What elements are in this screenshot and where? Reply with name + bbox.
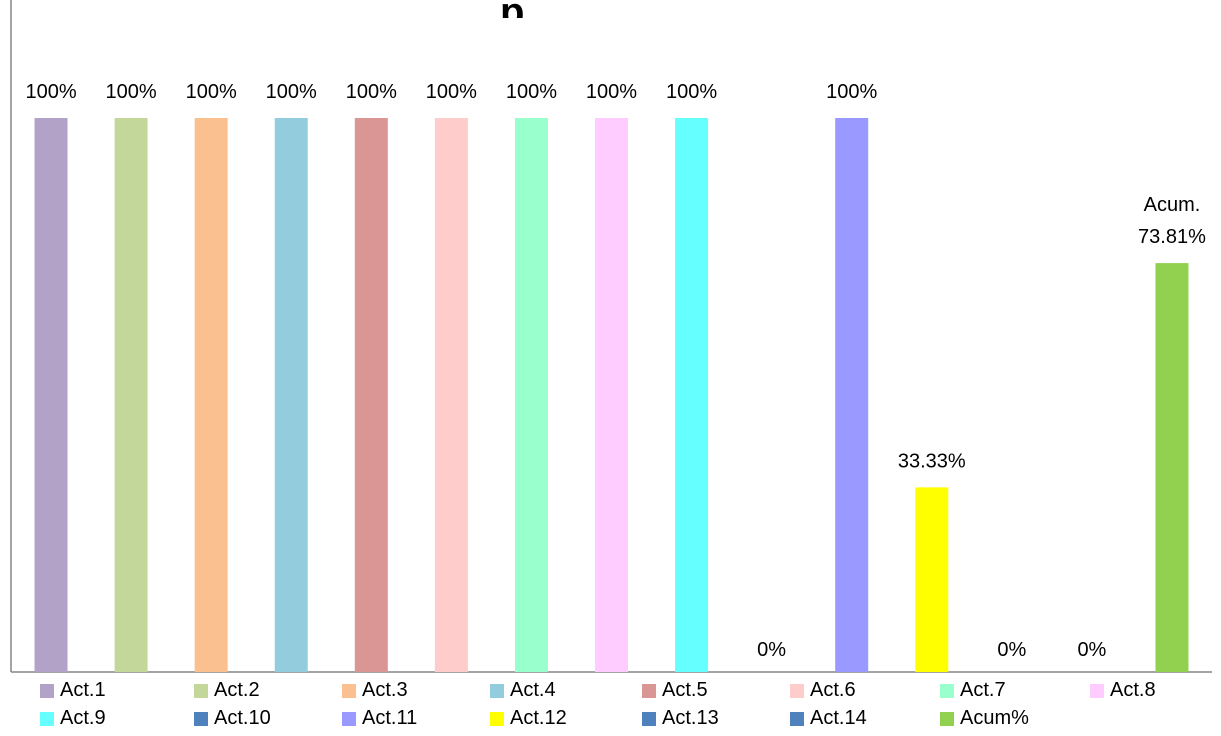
legend-swatch: [940, 683, 954, 698]
legend-label: Act.11: [362, 707, 418, 729]
legend-swatch: [342, 711, 356, 726]
bar-act-12: [915, 487, 949, 672]
legend-item: Acum%: [940, 707, 1029, 730]
bar-act-8: [595, 118, 628, 672]
bar-acum-: [1155, 263, 1189, 672]
legend-swatch: [342, 683, 356, 698]
legend-label: Act.10: [214, 707, 271, 729]
legend-swatch: [490, 711, 504, 726]
legend-item: Act.5: [642, 679, 708, 702]
bar-act-3: [194, 118, 228, 672]
legend-item: Act.4: [490, 679, 556, 702]
data-label-act-13: 0%: [997, 639, 1026, 661]
legend-item: Act.3: [342, 679, 408, 702]
legend-label: Act.3: [362, 679, 408, 701]
data-labels-group: 100% 100% 100% 100% 100% 100% 100% 100% 100% 0% 10…: [25, 81, 1206, 661]
bar-act-5: [354, 118, 388, 672]
legend-swatch: [642, 683, 656, 698]
bar-act-9: [675, 118, 709, 672]
legend-swatch: [790, 711, 804, 726]
bar-act-2: [114, 118, 148, 672]
data-label-act-1: 100%: [25, 81, 76, 103]
legend-item: Act.11: [342, 707, 417, 730]
legend-swatch: [40, 711, 54, 726]
bar-act-4: [274, 118, 308, 672]
legend-swatch: [194, 683, 208, 698]
data-label-act-5: 100%: [346, 81, 397, 103]
chart-title-fragment: p: [500, 0, 540, 18]
legend-item: Act.13: [642, 707, 719, 730]
legend: Act.1 Act.2 Act.3 Act.4 Act.5 Act.6 Act.7 Act.8…: [0, 676, 1221, 736]
legend-label: Act.5: [662, 679, 708, 701]
legend-swatch: [642, 711, 656, 726]
legend-label: Act.14: [810, 707, 867, 729]
data-label-act-6: 100%: [426, 81, 477, 103]
legend-item: Act.2: [194, 679, 260, 702]
data-label-act-2: 100%: [106, 81, 157, 103]
legend-item: Act.9: [40, 707, 106, 730]
legend-item: Act.14: [790, 707, 867, 730]
data-label-act-12: 33.33%: [898, 450, 966, 472]
data-label-act-11: 100%: [826, 81, 877, 103]
legend-item: Act.7: [940, 679, 1006, 702]
legend-label: Act.2: [214, 679, 260, 701]
legend-item: Act.8: [1090, 679, 1156, 702]
legend-label: Act.1: [60, 679, 106, 701]
legend-swatch: [194, 711, 208, 726]
bar-act-6: [434, 118, 468, 672]
legend-label: Act.6: [810, 679, 856, 701]
bar-chart: 100% 100% 100% 100% 100% 100% 100% 100% 100% 0% 10…: [10, 0, 1212, 673]
legend-swatch: [1090, 683, 1104, 698]
data-label-act-14: 0%: [1077, 639, 1106, 661]
data-label-act-3: 100%: [186, 81, 237, 103]
bar-act-7: [514, 118, 548, 672]
data-label-act-7: 100%: [506, 81, 557, 103]
legend-label: Act.8: [1110, 679, 1156, 701]
legend-label: Act.9: [60, 707, 106, 729]
legend-item: Act.10: [194, 707, 271, 730]
legend-swatch: [490, 683, 504, 698]
legend-label: Acum%: [960, 707, 1029, 729]
data-label-act-9: 100%: [666, 81, 717, 103]
legend-label: Act.7: [960, 679, 1006, 701]
legend-item: Act.1: [40, 679, 106, 702]
legend-label: Act.13: [662, 707, 719, 729]
bar-act-11: [835, 118, 869, 672]
bar-act-1: [34, 118, 68, 672]
data-label-acum-: 73.81%: [1138, 226, 1206, 248]
data-label-act-10: 0%: [757, 639, 786, 661]
legend-label: Act.12: [510, 707, 567, 729]
legend-swatch: [940, 711, 954, 726]
legend-swatch: [40, 683, 54, 698]
data-label-act-8: 100%: [586, 81, 637, 103]
legend-item: Act.6: [790, 679, 856, 702]
legend-label: Act.4: [510, 679, 556, 701]
data-label-act-4: 100%: [266, 81, 317, 103]
bars-group: [34, 118, 1189, 672]
legend-item: Act.12: [490, 707, 567, 730]
data-label-prefix: Acum.: [1144, 194, 1201, 216]
legend-swatch: [790, 683, 804, 698]
